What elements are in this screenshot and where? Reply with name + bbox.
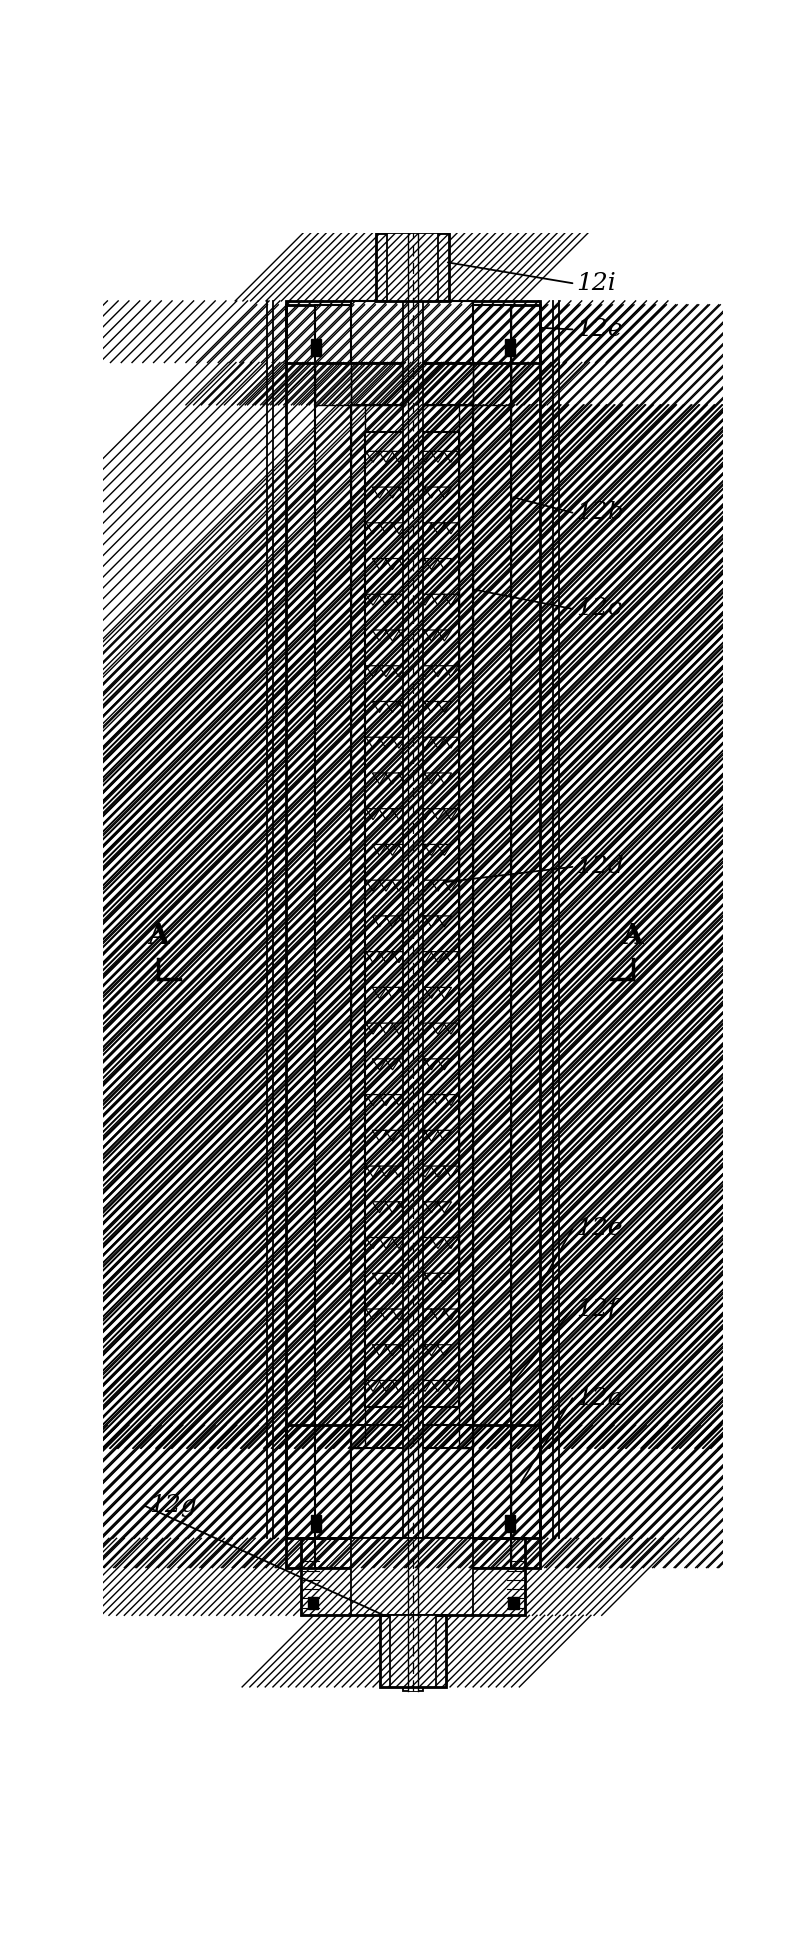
Text: 12a: 12a (576, 1387, 623, 1411)
Bar (351, 1539, 473, 1615)
Text: A: A (147, 923, 169, 950)
Text: 12e: 12e (576, 319, 623, 340)
Bar (376, 233, 449, 301)
Bar (505, 340, 515, 356)
Bar (351, 404, 364, 1448)
Bar (308, 1597, 318, 1609)
Bar (459, 404, 473, 1448)
Bar (286, 1424, 540, 1539)
Bar (403, 227, 423, 1690)
Text: 12i: 12i (576, 272, 616, 295)
Bar (286, 305, 315, 1568)
Bar (351, 301, 473, 363)
Bar (380, 1615, 447, 1687)
Bar (286, 301, 540, 363)
Bar (351, 404, 364, 1448)
Bar (380, 1615, 447, 1687)
Text: A: A (621, 923, 643, 950)
Bar (301, 1539, 525, 1615)
Bar (364, 431, 459, 1407)
Bar (286, 1424, 540, 1539)
Text: 12g: 12g (149, 1494, 197, 1517)
Bar (351, 404, 473, 1448)
Bar (408, 227, 418, 1690)
Bar (315, 305, 511, 1568)
Bar (351, 363, 473, 404)
Text: 12b: 12b (576, 501, 624, 525)
Bar (473, 363, 511, 404)
Text: 12f: 12f (576, 1298, 617, 1321)
Bar (286, 1424, 540, 1539)
Bar (505, 1516, 515, 1533)
Text: 12d: 12d (576, 855, 624, 878)
Bar (473, 363, 511, 404)
Bar (286, 305, 540, 1568)
Bar (311, 340, 321, 356)
Bar (351, 1539, 473, 1615)
Bar (315, 305, 511, 1568)
Bar (387, 233, 438, 301)
Bar (315, 363, 351, 404)
Bar (380, 1615, 447, 1687)
Bar (315, 363, 351, 404)
Bar (286, 301, 540, 363)
Bar (286, 305, 315, 1568)
Bar (376, 233, 449, 301)
Bar (301, 1539, 525, 1615)
Bar (376, 233, 449, 301)
Bar (301, 1539, 525, 1615)
Bar (351, 1424, 473, 1539)
Bar (511, 305, 540, 1568)
Bar (311, 1516, 321, 1533)
Bar (459, 404, 473, 1448)
Bar (351, 1424, 473, 1539)
Bar (511, 305, 540, 1568)
Bar (390, 1615, 436, 1687)
Bar (351, 363, 473, 404)
Bar (351, 301, 473, 363)
Bar (508, 1597, 518, 1609)
Text: 12e: 12e (576, 1216, 623, 1240)
Text: 12c: 12c (576, 597, 622, 620)
Bar (286, 301, 540, 363)
